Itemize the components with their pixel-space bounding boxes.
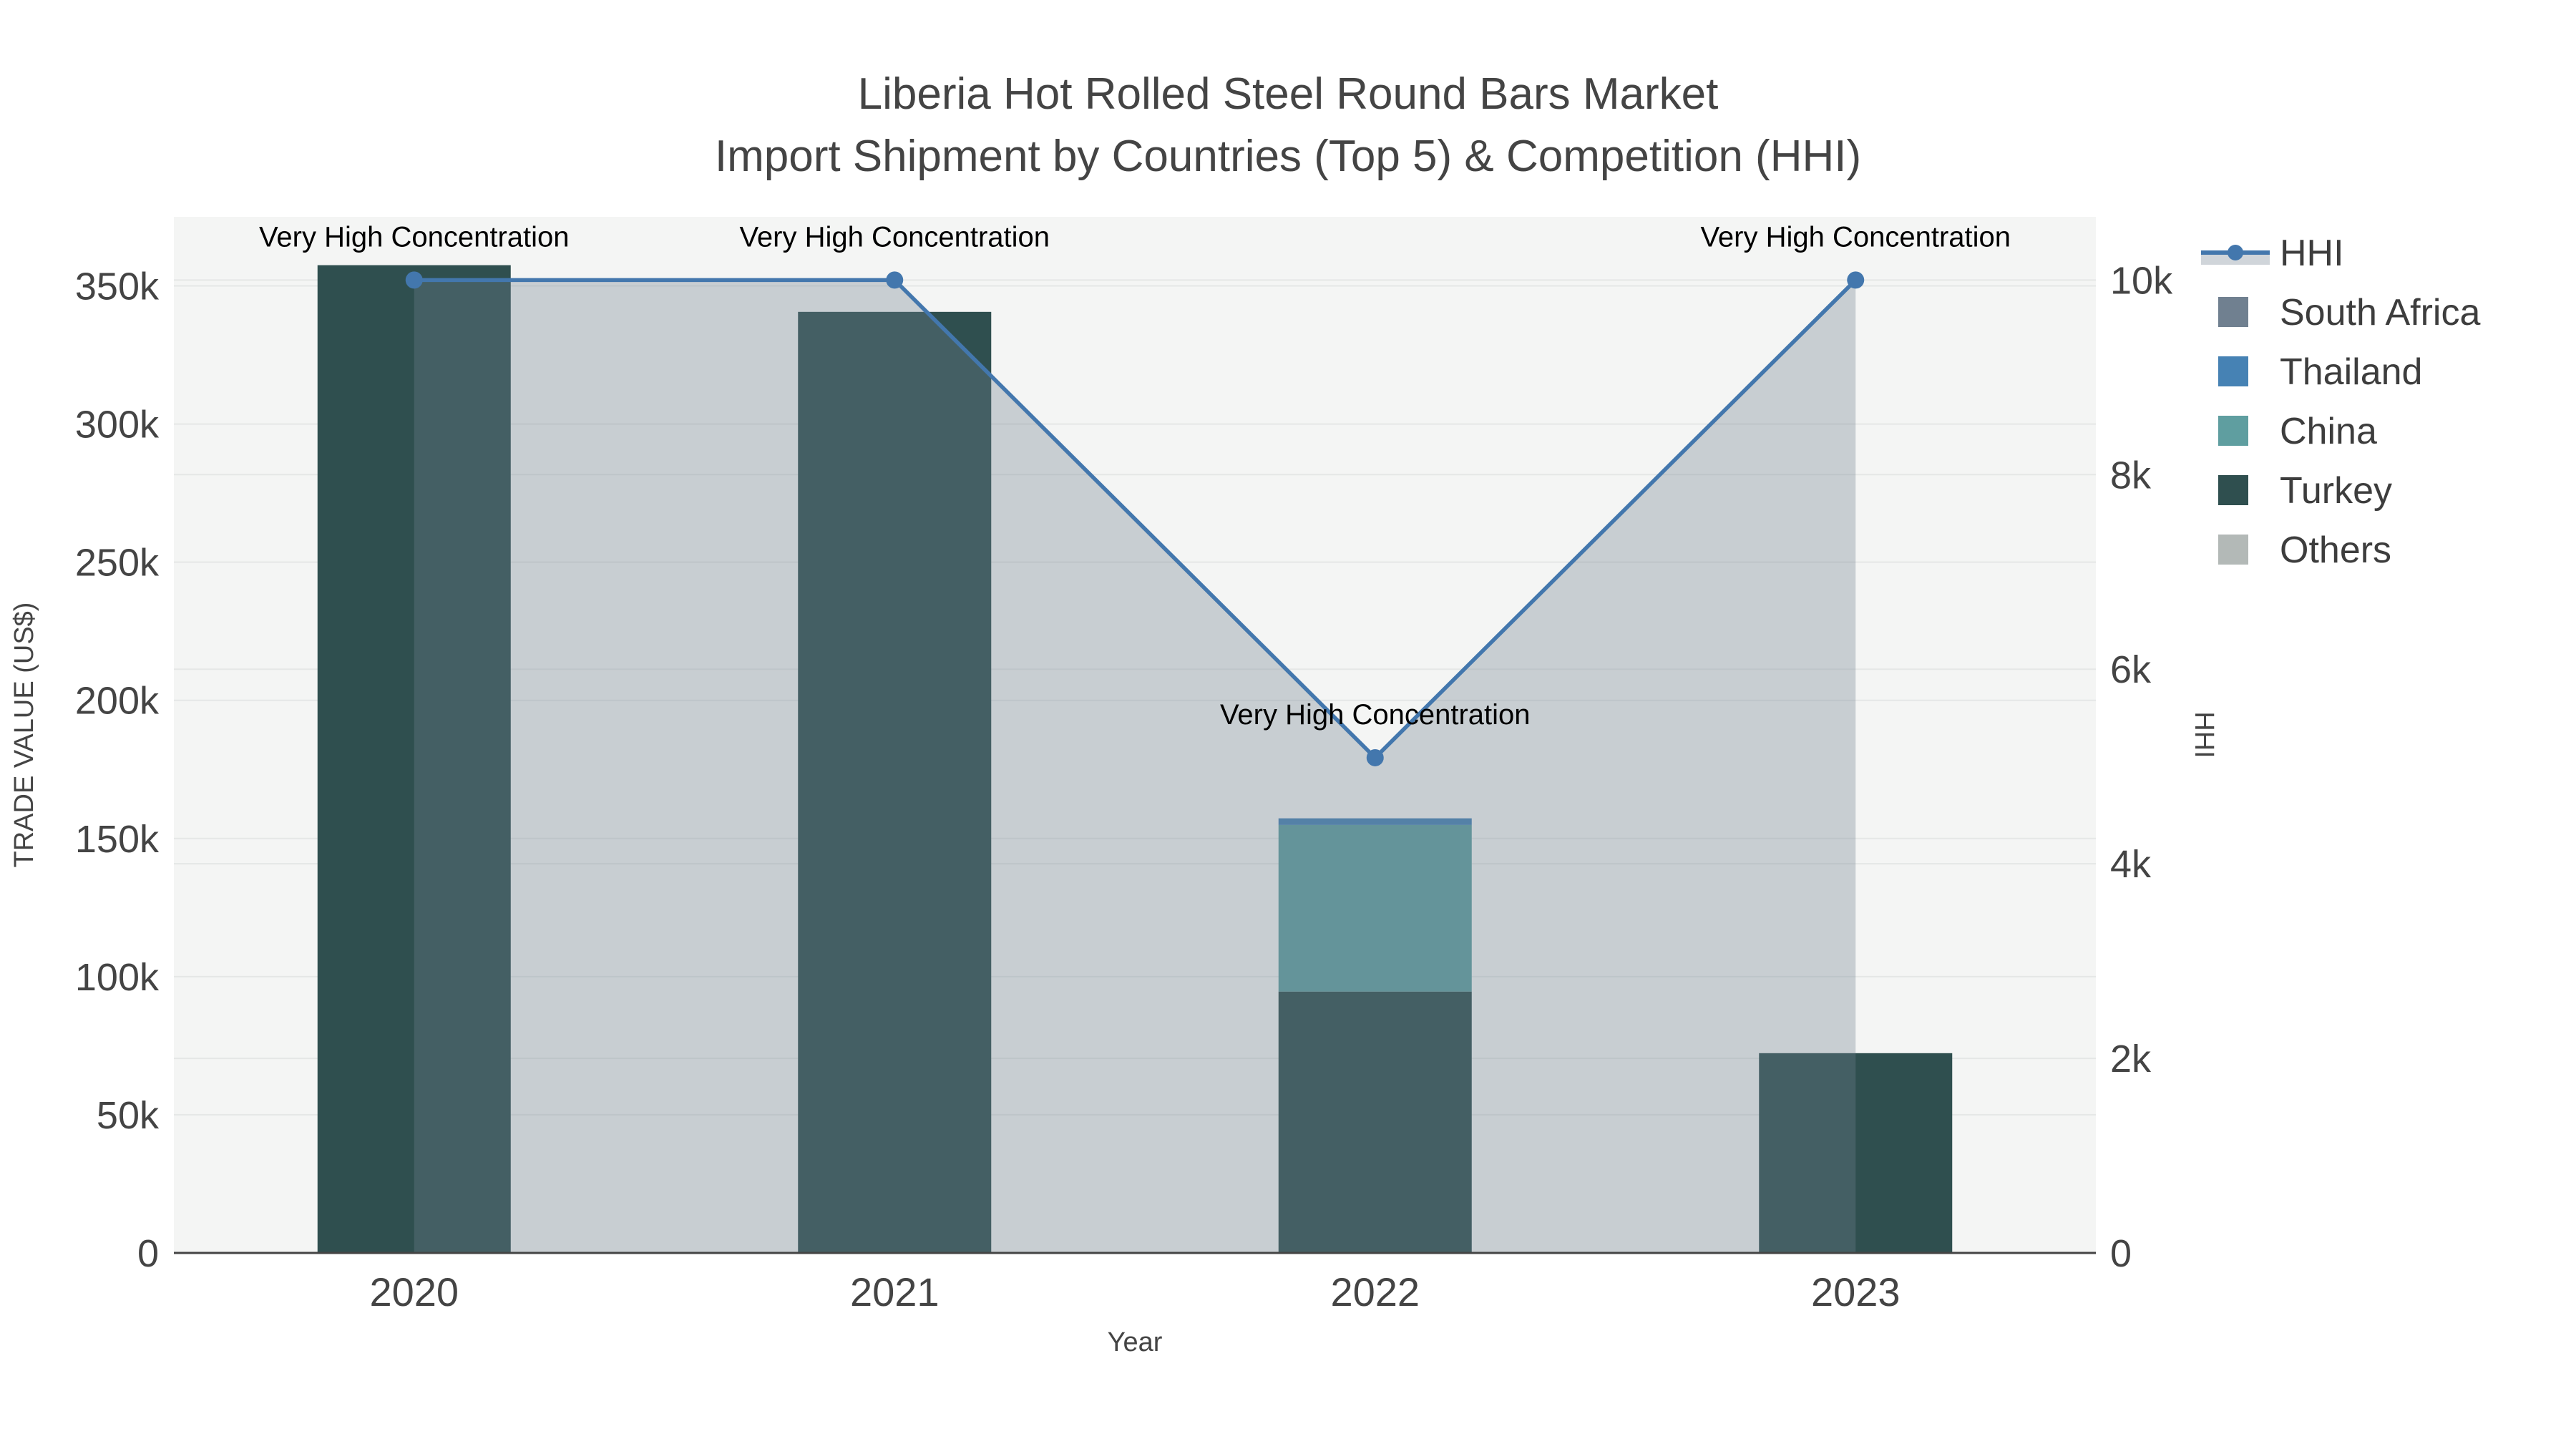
y-left-tick-150k: 150k <box>75 818 160 861</box>
x-tick-2020: 2020 <box>369 1269 459 1314</box>
hhi-point-2023[interactable] <box>1847 271 1865 289</box>
y-left-tick-200k: 200k <box>75 680 160 723</box>
legend-swatch-china <box>2218 416 2248 446</box>
legend-swatch-thailand <box>2218 356 2248 386</box>
legend-label-south-africa: South Africa <box>2280 292 2480 333</box>
hhi-point-2020[interactable] <box>405 271 423 289</box>
x-tick-2023: 2023 <box>1811 1269 1901 1314</box>
y-left-tick-300k: 300k <box>75 404 160 447</box>
y-right-axis-title: HHI <box>2189 711 2219 758</box>
chart-title-line2: Import Shipment by Countries (Top 5) & C… <box>715 132 1861 181</box>
y-right-tick-10k: 10k <box>2110 259 2173 302</box>
legend: HHI South Africa Thailand China Turkey Others <box>2201 233 2480 571</box>
bar-2022-china[interactable] <box>1278 824 1472 992</box>
legend-label-hhi: HHI <box>2280 233 2344 274</box>
legend-swatch-others <box>2218 535 2248 565</box>
y-right-tick-8k: 8k <box>2110 454 2152 497</box>
y-right-tick-2k: 2k <box>2110 1038 2152 1080</box>
legend-swatch-turkey <box>2218 475 2248 505</box>
hhi-area-fill <box>414 280 1856 1253</box>
y-right-tick-4k: 4k <box>2110 843 2152 886</box>
y-left-axis-title: TRADE VALUE (US$) <box>9 602 39 868</box>
x-tick-2021: 2021 <box>850 1269 940 1314</box>
plot-area: Very High Concentration Very High Concent… <box>75 217 2173 1314</box>
bar-2022-thailand[interactable] <box>1278 818 1472 825</box>
y-right-tick-0: 0 <box>2110 1232 2132 1275</box>
legend-label-turkey: Turkey <box>2280 470 2392 512</box>
hhi-point-2021[interactable] <box>886 271 904 289</box>
legend-label-others: Others <box>2280 530 2391 571</box>
y-left-tick-250k: 250k <box>75 542 160 585</box>
legend-label-thailand: Thailand <box>2280 351 2422 393</box>
annotation-2021: Very High Concentration <box>739 221 1050 253</box>
x-axis-title: Year <box>1108 1327 1163 1357</box>
legend-item-south-africa[interactable]: South Africa <box>2218 292 2480 333</box>
y-left-tick-100k: 100k <box>75 956 160 999</box>
bar-2022-turkey[interactable] <box>1278 991 1472 1253</box>
x-tick-2022: 2022 <box>1330 1269 1420 1314</box>
y-left-tick-50k: 50k <box>97 1094 160 1137</box>
y-left-tick-0: 0 <box>137 1232 159 1275</box>
legend-swatch-south-africa <box>2218 297 2248 327</box>
legend-item-hhi[interactable]: HHI <box>2201 233 2344 274</box>
legend-item-others[interactable]: Others <box>2218 530 2391 571</box>
legend-label-china: China <box>2280 411 2377 452</box>
annotation-2020: Very High Concentration <box>259 221 570 253</box>
bar-2023-turkey[interactable] <box>1759 1053 1953 1253</box>
bar-2020-turkey[interactable] <box>317 265 511 1253</box>
legend-marker-swatch <box>2228 245 2243 260</box>
annotation-2023: Very High Concentration <box>1700 221 2011 253</box>
y-left-tick-350k: 350k <box>75 265 160 308</box>
bar-2021-turkey[interactable] <box>798 311 992 1254</box>
legend-item-china[interactable]: China <box>2218 411 2377 452</box>
legend-item-turkey[interactable]: Turkey <box>2218 470 2392 512</box>
hhi-line[interactable] <box>414 278 1858 761</box>
chart-title-line1: Liberia Hot Rolled Steel Round Bars Mark… <box>858 69 1719 119</box>
y-right-tick-6k: 6k <box>2110 648 2152 691</box>
legend-item-thailand[interactable]: Thailand <box>2218 351 2422 393</box>
annotation-2022: Very High Concentration <box>1220 699 1531 731</box>
hhi-point-2022[interactable] <box>1366 748 1384 766</box>
